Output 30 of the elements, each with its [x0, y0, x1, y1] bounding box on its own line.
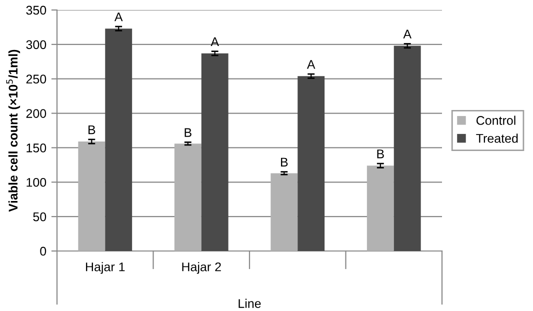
data-label: B — [377, 150, 384, 158]
y-tick-label: 0 — [40, 246, 46, 256]
bar — [174, 144, 202, 251]
y-tick-label: 250 — [26, 74, 46, 84]
bar — [78, 142, 106, 251]
legend-label: Control — [476, 116, 516, 125]
bar — [105, 28, 132, 251]
bar — [298, 76, 325, 251]
y-tick-label: 350 — [26, 6, 46, 15]
data-label: A — [403, 30, 412, 38]
legend-label: Treated — [476, 134, 518, 143]
y-tick-label: 200 — [26, 109, 46, 118]
bar — [394, 46, 421, 251]
x-axis-title: Line — [238, 298, 261, 308]
bar — [201, 53, 228, 251]
data-label: B — [88, 126, 96, 134]
y-tick-label: 150 — [26, 144, 46, 152]
x-tick-label: Hajar 2 — [182, 262, 221, 274]
data-label: A — [114, 12, 123, 22]
data-label: A — [306, 60, 316, 69]
bar — [366, 166, 394, 251]
y-tick-label: 100 — [26, 178, 46, 187]
y-axis-title: Viable cell count (×10$^{5}$/1ml) — [6, 50, 20, 212]
y-tick-label: 300 — [26, 40, 46, 50]
data-label: B — [184, 128, 192, 137]
bar — [270, 173, 298, 251]
data-label: A — [210, 37, 219, 46]
y-tick-label: 50 — [33, 212, 46, 222]
data-label: B — [281, 158, 288, 166]
x-tick-label: Hajar 1 — [86, 262, 125, 274]
